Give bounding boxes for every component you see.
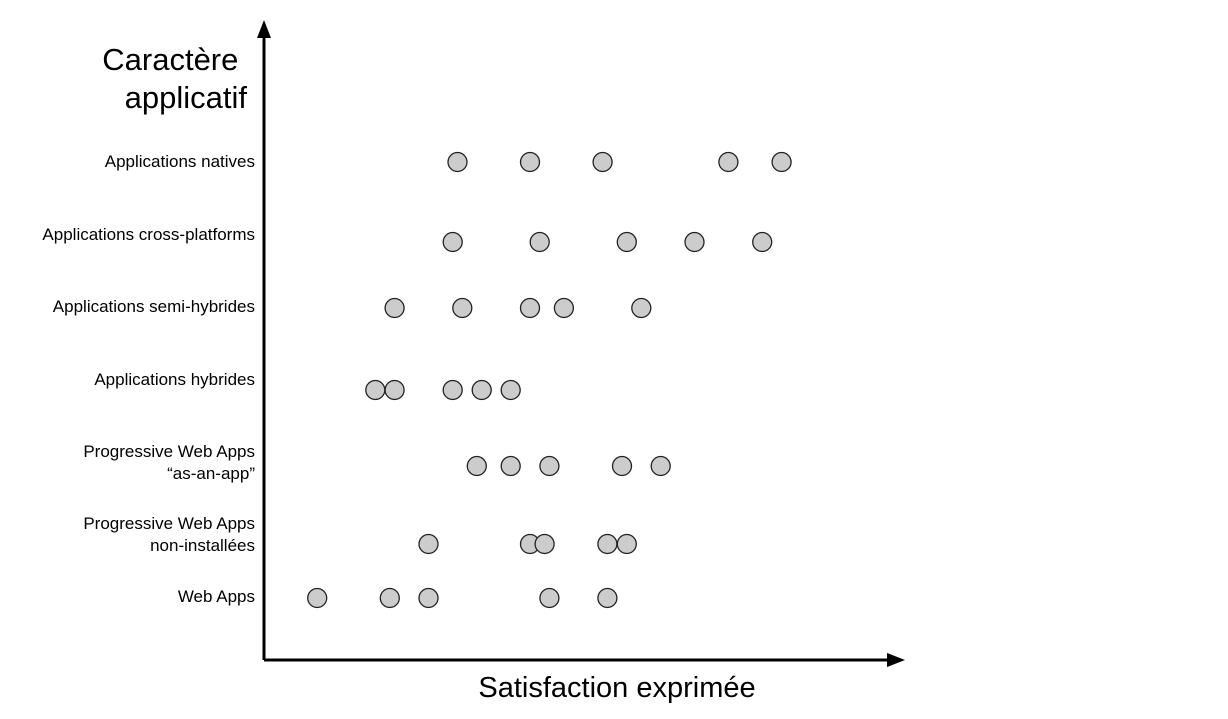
data-point [500, 379, 521, 401]
data-point [466, 455, 487, 477]
y-axis-title-line-2: applicatif [125, 80, 248, 115]
y-axis-arrowhead [257, 20, 271, 38]
category-label-line: Progressive Web Apps [83, 514, 255, 533]
data-point [616, 231, 637, 253]
category-label: Progressive Web Apps “as-an-app” [83, 442, 255, 483]
data-point [379, 587, 400, 609]
data-point [539, 455, 560, 477]
data-point [384, 379, 405, 401]
data-point [616, 533, 637, 555]
data-point [519, 297, 541, 319]
category-label-line: non-installées [150, 536, 255, 555]
data-point [684, 231, 705, 253]
x-axis-arrowhead [887, 653, 905, 667]
data-point [597, 533, 618, 555]
data-point [553, 297, 575, 319]
data-point [418, 533, 439, 555]
category-label-line: Progressive Web Apps [83, 442, 255, 461]
category-label-line: Applications natives [105, 152, 255, 171]
data-point [611, 455, 633, 477]
category-labels: Applications natives Applications cross-p… [42, 152, 255, 606]
category-label-line: Applications semi-hybrides [53, 297, 255, 316]
x-axis-title: Satisfaction exprimée [478, 672, 755, 704]
data-point [752, 231, 773, 253]
data-point [718, 151, 739, 173]
data-point [539, 587, 560, 609]
y-axis-title-line-1: Caractère [102, 42, 238, 77]
category-label-line: “as-an-app” [167, 464, 255, 483]
data-point [471, 379, 492, 401]
category-label-line: Applications cross-platforms [42, 225, 255, 244]
category-label: Applications cross-platforms [42, 225, 255, 244]
data-point [442, 379, 463, 401]
data-point [384, 297, 405, 319]
data-point [442, 231, 463, 253]
category-label: Web Apps [178, 587, 255, 606]
data-point [529, 231, 550, 253]
data-point [452, 297, 473, 319]
data-point [365, 379, 386, 401]
category-label: Progressive Web Apps non-installées [83, 514, 255, 555]
category-label-line: Web Apps [178, 587, 255, 606]
y-axis-title: Caractère applicatif [102, 42, 247, 115]
category-label: Applications hybrides [94, 370, 255, 389]
data-point [592, 151, 613, 173]
category-label: Applications natives [105, 152, 255, 171]
data-point [307, 587, 328, 609]
data-point [771, 151, 792, 173]
data-point [534, 533, 555, 555]
data-point [631, 297, 652, 319]
axes [257, 20, 905, 667]
data-point [418, 587, 439, 609]
data-point [597, 587, 618, 609]
data-point [447, 151, 468, 173]
category-label-line: Applications hybrides [94, 370, 255, 389]
data-point [650, 455, 671, 477]
category-label: Applications semi-hybrides [53, 297, 255, 316]
data-point [500, 455, 521, 477]
data-point [519, 151, 541, 173]
data-points [307, 151, 792, 609]
